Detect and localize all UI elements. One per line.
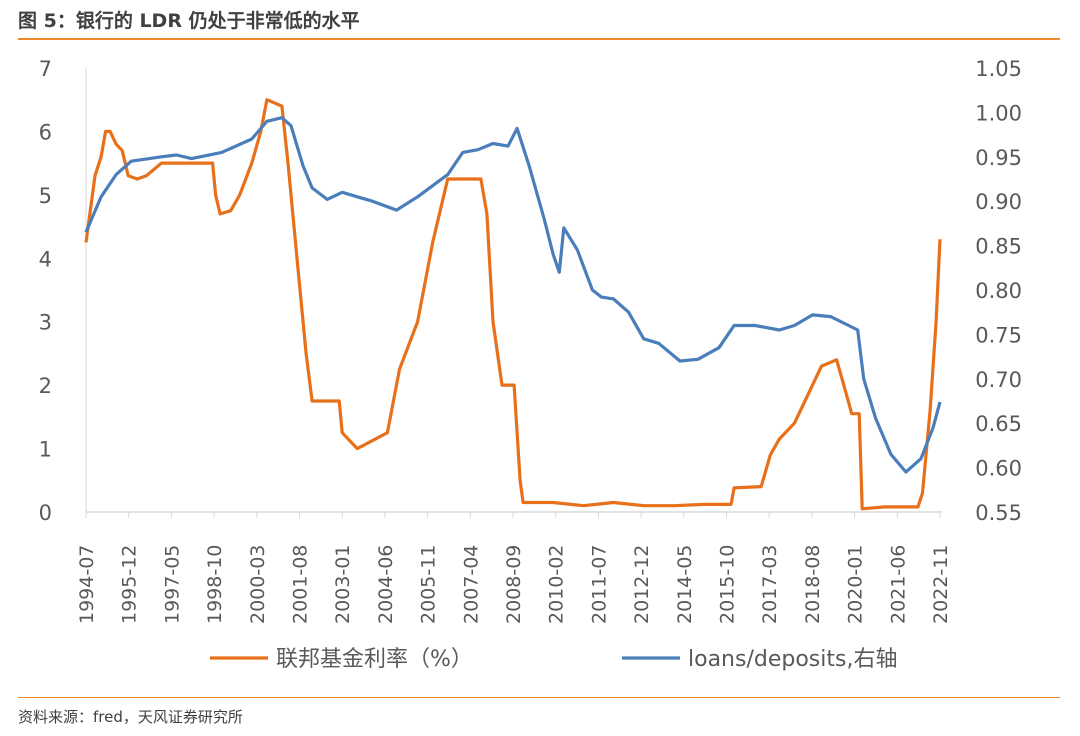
x-axis-tick-label: 2011-07 xyxy=(588,545,610,624)
source-divider xyxy=(18,697,1060,698)
right-axis-tick-label: 0.85 xyxy=(975,235,1022,259)
x-axis-tick-label: 2003-01 xyxy=(332,545,354,624)
chart-title: 图 5：银行的 LDR 仍处于非常低的水平 xyxy=(18,10,360,32)
left-axis-tick-label: 6 xyxy=(39,120,52,144)
x-axis-tick-label: 2001-08 xyxy=(290,545,312,624)
title-divider xyxy=(18,38,1060,40)
right-axis-tick-label: 0.65 xyxy=(975,412,1022,436)
right-axis-tick-label: 0.95 xyxy=(975,146,1022,170)
series-line-loans-deposits xyxy=(84,116,942,474)
left-axis-tick-label: 4 xyxy=(39,247,52,271)
left-axis-tick-label: 5 xyxy=(39,184,52,208)
x-axis-tick-label: 1998-10 xyxy=(204,545,226,624)
x-axis-tick-label: 2010-02 xyxy=(546,545,568,624)
series-line-fed-funds-rate xyxy=(84,98,942,511)
right-axis-tick-label: 0.55 xyxy=(975,501,1022,525)
x-axis-tick-label: 2022-11 xyxy=(930,545,952,624)
x-axis-tick-label: 2020-01 xyxy=(845,545,867,624)
left-axis-tick-label: 1 xyxy=(39,438,52,462)
right-axis-tick-label: 1.05 xyxy=(975,57,1022,81)
left-axis-tick-label: 7 xyxy=(39,57,52,81)
right-axis-tick-label: 0.90 xyxy=(975,190,1022,214)
x-axis-tick-label: 1997-05 xyxy=(161,545,183,624)
right-axis-tick-label: 0.70 xyxy=(975,368,1022,392)
x-axis-tick-label: 2007-04 xyxy=(460,545,482,624)
x-axis-tick-label: 2008-09 xyxy=(503,545,525,624)
x-axis-tick-label: 2021-06 xyxy=(887,545,909,624)
x-axis-tick-label: 2014-05 xyxy=(674,545,696,624)
x-axis-tick-label: 2000-03 xyxy=(247,545,269,624)
right-axis-tick-label: 0.60 xyxy=(975,457,1022,481)
right-axis-tick-label: 0.75 xyxy=(975,323,1022,347)
left-axis-tick-label: 2 xyxy=(39,374,52,398)
right-axis-tick-label: 1.00 xyxy=(975,101,1022,125)
x-axis-tick-label: 1994-07 xyxy=(76,545,98,624)
x-axis-tick-label: 2004-06 xyxy=(375,545,397,624)
left-axis-tick-label: 0 xyxy=(39,501,52,525)
x-axis-tick-label: 2018-08 xyxy=(802,545,824,624)
left-axis-tick-label: 3 xyxy=(39,311,52,335)
x-axis-tick-label: 1995-12 xyxy=(119,545,141,624)
x-axis-tick-label: 2005-11 xyxy=(418,545,440,624)
x-axis-tick-label: 2017-03 xyxy=(759,545,781,624)
right-axis-tick-label: 0.80 xyxy=(975,279,1022,303)
x-axis-tick-label: 2015-10 xyxy=(717,545,739,624)
legend-label: 联邦基金利率（%） xyxy=(276,647,473,672)
legend-label: loans/deposits,右轴 xyxy=(688,647,897,672)
x-axis-tick-label: 2012-12 xyxy=(631,545,653,624)
source-note: 资料来源：fred，天风证券研究所 xyxy=(18,708,243,726)
